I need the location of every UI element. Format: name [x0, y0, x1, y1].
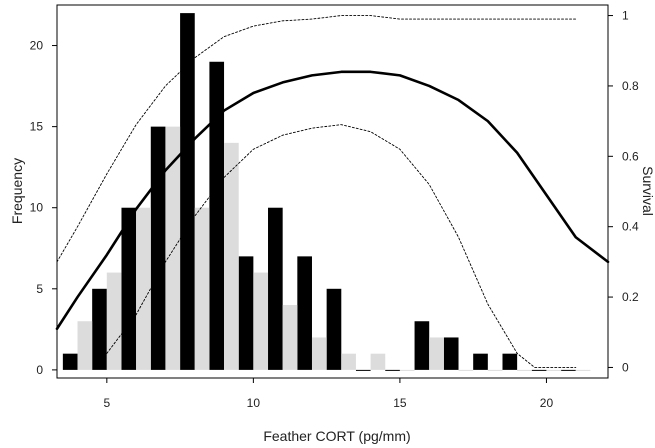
- y-axis-title: Frequency: [9, 158, 25, 224]
- bar-s1-5: [180, 13, 195, 370]
- bar-s1-6: [209, 61, 225, 370]
- bar-s2-14: [458, 369, 474, 371]
- bar-s2-12: [399, 369, 415, 371]
- bar-s2-15: [487, 369, 503, 371]
- axes: 5 10 15 20 0 5 10 15 20 0 0.2 0.4 0.6 0.8 1: [30, 9, 639, 410]
- bar-s2-7: [253, 272, 269, 370]
- bar-s2-10: [341, 353, 356, 370]
- y2-tick-label-5: 1: [622, 9, 629, 23]
- bar-s2-17: [546, 369, 562, 371]
- plot-frame: [56, 4, 609, 379]
- bar-s2-8: [282, 305, 298, 370]
- bar-s2-6: [224, 142, 239, 370]
- y-tick-label-15: 15: [30, 120, 44, 134]
- survival-curve: [55, 70, 610, 331]
- bar-s1-4: [150, 126, 166, 370]
- y-tick-label-10: 10: [30, 201, 44, 215]
- y2-axis-title: Survival: [640, 166, 655, 216]
- x-tick-label-20: 20: [540, 396, 554, 410]
- bar-s1-10: [326, 288, 342, 370]
- bar-s1-7: [238, 256, 254, 370]
- bar-s1-12: [385, 369, 400, 371]
- confidence-bound-2: [106, 124, 577, 368]
- x-tick-label-5: 5: [103, 396, 110, 410]
- bar-s2-3: [136, 207, 151, 370]
- bar-s1-13: [414, 321, 430, 370]
- bar-s1-8: [268, 207, 283, 370]
- confidence-bound-1: [56, 15, 577, 263]
- bar-s1-15: [473, 353, 488, 370]
- bar-s2-1: [77, 321, 93, 370]
- y-tick-label-5: 5: [36, 282, 43, 296]
- x-tick-label-15: 15: [393, 396, 407, 410]
- bar-s1-17: [531, 369, 547, 371]
- bar-s2-2: [106, 272, 122, 370]
- x-tick-label-10: 10: [247, 396, 261, 410]
- bar-s1-9: [297, 256, 312, 370]
- bar-s1-2: [92, 288, 107, 370]
- y-tick-label-0: 0: [36, 363, 43, 377]
- y-tick-label-20: 20: [30, 39, 44, 53]
- bar-s1-11: [355, 369, 371, 371]
- bar-s2-18: [575, 369, 591, 371]
- y2-tick-label-2: 0.4: [622, 220, 639, 234]
- y2-tick-label-4: 0.8: [622, 79, 639, 93]
- bar-s2-11: [370, 353, 386, 370]
- survival-curves: [55, 15, 610, 368]
- bar-s2-4: [165, 126, 181, 370]
- y2-tick-label-3: 0.6: [622, 149, 639, 163]
- histogram-bars: [62, 13, 591, 371]
- bar-s2-5: [194, 207, 210, 370]
- bar-s1-3: [121, 207, 137, 370]
- bar-s1-1: [62, 353, 78, 370]
- bar-s2-9: [311, 337, 327, 370]
- bar-s2-16: [517, 369, 532, 371]
- y2-tick-label-1: 0.2: [622, 290, 639, 304]
- bar-s2-13: [429, 337, 444, 370]
- y2-tick-label-0: 0: [622, 360, 629, 374]
- x-axis-title: Feather CORT (pg/mm): [263, 428, 410, 444]
- bar-s1-18: [561, 369, 576, 371]
- bar-s1-16: [502, 353, 518, 370]
- bar-s1-14: [443, 337, 459, 370]
